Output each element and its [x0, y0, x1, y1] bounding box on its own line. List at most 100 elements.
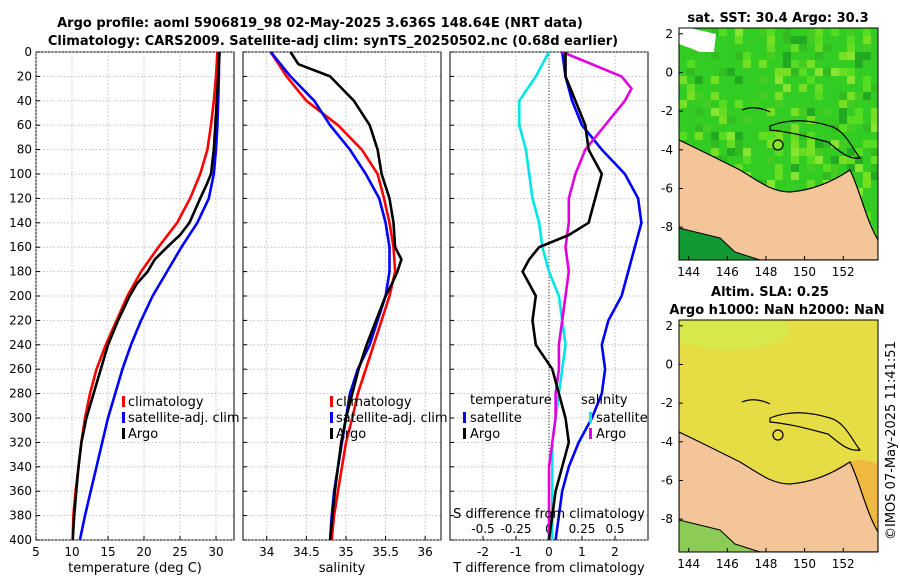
legend-swatch-climatology [122, 396, 125, 407]
sst-island-coast [741, 107, 771, 113]
x-tick-label: 34.5 [293, 545, 320, 559]
sst-cell [767, 52, 775, 60]
sst-cell [767, 28, 775, 36]
sst-cell [775, 172, 783, 180]
sst-cell [687, 68, 695, 76]
sst-cell [847, 156, 855, 164]
sst-cell [855, 60, 863, 68]
sst-cell [839, 124, 847, 132]
sst-cell [871, 124, 878, 132]
sla-map-title: Altim. SLA: 0.25 [711, 285, 829, 300]
sst-cell [799, 36, 807, 44]
map-y-tick-label: 2 [665, 27, 673, 41]
difference-series-s-argo [547, 50, 633, 540]
sst-cell [847, 44, 855, 52]
sst-cell [767, 108, 775, 116]
sla-map-frame [678, 319, 879, 553]
x-tick-label: 30 [208, 545, 223, 559]
map-x-tick-label: 148 [754, 557, 777, 571]
sst-cell [871, 148, 878, 156]
sst-cell [839, 92, 847, 100]
sst-cell [767, 36, 775, 44]
sst-cell [791, 132, 799, 140]
map-y-tick-label: -6 [661, 473, 673, 487]
sst-cell [783, 52, 791, 60]
sst-cell [767, 140, 775, 148]
sst-cell [815, 148, 823, 156]
y-tick-label: 60 [17, 118, 32, 132]
sst-cell [743, 148, 751, 156]
y-tick-label: 160 [9, 240, 32, 254]
top-tick-label: -0.5 [471, 522, 494, 536]
sst-cell [791, 60, 799, 68]
legend-label-t-satellite: satellite [470, 411, 522, 426]
sst-cell [719, 156, 727, 164]
map-x-tick-label: 150 [793, 557, 816, 571]
x-tick-label: 20 [136, 545, 151, 559]
sst-cell [847, 164, 855, 172]
y-tick-label: 240 [9, 338, 32, 352]
sst-cell [783, 84, 791, 92]
difference-legend: temperature satellite Argo salinity sate… [463, 393, 648, 442]
sst-argo-marker [772, 139, 784, 151]
legend-swatch-s-satellite [589, 412, 592, 423]
sst-cell [807, 164, 815, 172]
y-tick-label: 340 [9, 460, 32, 474]
sst-cell [847, 68, 855, 76]
sst-cell [719, 132, 727, 140]
sst-cell [767, 156, 775, 164]
sst-cell [791, 36, 799, 44]
map-y-tick-label: 0 [665, 357, 673, 371]
sst-cell [791, 140, 799, 148]
sst-cell [775, 148, 783, 156]
sst-cell [775, 68, 783, 76]
legend-swatch-t-argo [463, 428, 466, 439]
sst-cell [775, 100, 783, 108]
x-tick-label: 25 [172, 545, 187, 559]
sst-cell [807, 140, 815, 148]
sst-cell [743, 52, 751, 60]
sst-cell [863, 84, 871, 92]
sst-cell [719, 68, 727, 76]
sst-gulf-sea [679, 227, 761, 260]
legend-swatch-climatology [330, 396, 333, 407]
sst-cell [727, 116, 735, 124]
y-tick-label: 260 [9, 362, 32, 376]
sst-cell [863, 36, 871, 44]
sst-cell [711, 92, 719, 100]
sst-cell [847, 124, 855, 132]
sst-cell [807, 148, 815, 156]
sst-cell [695, 132, 703, 140]
sst-cell [711, 76, 719, 84]
sst-cell [767, 132, 775, 140]
sst-cell [711, 52, 719, 60]
sst-cell [783, 60, 791, 68]
sst-cell [791, 124, 799, 132]
sst-cell [871, 140, 878, 148]
difference-series-s-satellite [517, 51, 567, 540]
sst-cell [767, 180, 775, 188]
sst-cell [799, 148, 807, 156]
sst-cell [863, 28, 871, 36]
x-tick-label: 35.5 [372, 545, 399, 559]
legend-label-climatology: climatology [336, 395, 412, 410]
salinity-xlabel: salinity [319, 561, 366, 576]
legend-label-satellite: satellite-adj. clim [336, 411, 448, 426]
sst-cell [863, 44, 871, 52]
sst-cell [863, 180, 871, 188]
legend-swatch-t-satellite [463, 412, 466, 423]
sst-cell [759, 92, 767, 100]
salinity-legend: climatology satellite-adj. clim Argo [330, 395, 448, 442]
temperature-legend: climatology satellite-adj. clim Argo [122, 395, 240, 442]
top-tick-label: -0.25 [500, 522, 531, 536]
map-x-tick-label: 146 [716, 265, 739, 279]
sst-cell [679, 100, 687, 108]
sst-cell [735, 36, 743, 44]
y-tick-label: 200 [9, 289, 32, 303]
sst-cell [735, 164, 743, 172]
y-tick-label: 380 [9, 509, 32, 523]
y-tick-label: 400 [9, 533, 32, 547]
sst-cell [815, 92, 823, 100]
sst-cell [687, 92, 695, 100]
sst-cell [855, 92, 863, 100]
